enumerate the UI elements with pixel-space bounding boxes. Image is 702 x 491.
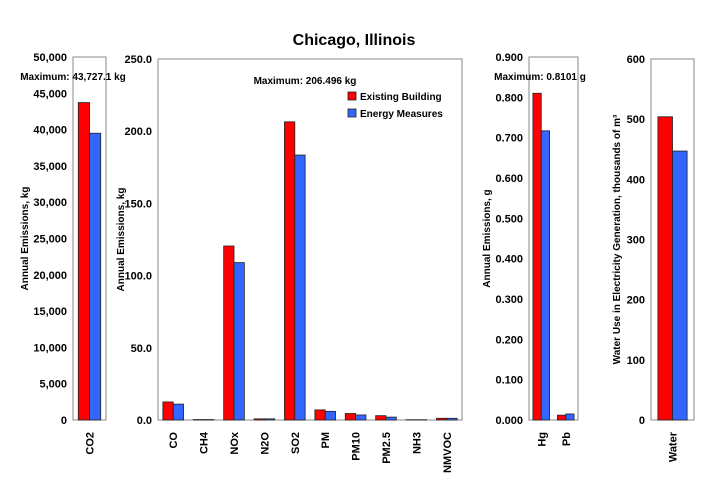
x-tick-label: PM10 <box>351 432 363 461</box>
plot-area <box>157 58 463 421</box>
y-tick-label: 200.0 <box>124 126 152 138</box>
max-annotation: Maximum: 206.496 kg <box>254 76 357 87</box>
bar-water-existing-building <box>657 116 673 421</box>
y-tick-label: 0.300 <box>495 294 523 306</box>
y-tick-label: 10,000 <box>33 342 67 354</box>
y-tick-label: 600 <box>627 54 645 66</box>
bar-pm-existing-building <box>314 409 326 421</box>
bar-co-existing-building <box>162 401 174 421</box>
bar-n2o-energy-measures <box>263 418 276 421</box>
y-tick-label: 0 <box>61 415 67 427</box>
legend-swatch <box>347 91 357 101</box>
y-axis-label: Water Use in Electricity Generation, tho… <box>612 114 623 364</box>
y-tick-label: 50,000 <box>33 52 67 64</box>
bar-pm10-existing-building <box>344 413 357 421</box>
y-tick-label: 30,000 <box>33 197 67 209</box>
y-tick-label: 400 <box>627 174 645 186</box>
bar-pm2.5-energy-measures <box>385 416 397 421</box>
x-tick-label: SO2 <box>290 432 302 454</box>
y-tick-label: 300 <box>627 235 645 247</box>
max-annotation: Maximum: 0.8101 g <box>494 72 586 83</box>
bar-nmvoc-existing-building <box>436 417 448 421</box>
bar-pb-existing-building <box>557 414 567 421</box>
y-tick-label: 0 <box>639 415 645 427</box>
y-tick-label: 150.0 <box>124 198 152 210</box>
legend-label: Existing Building <box>360 92 442 103</box>
y-tick-label: 0.000 <box>495 415 523 427</box>
y-tick-label: 500 <box>627 114 645 126</box>
y-tick-label: 0.400 <box>495 254 523 266</box>
y-tick-label: 50.0 <box>131 343 152 355</box>
x-tick-label: CO <box>168 432 180 449</box>
chart-title: Chicago, Illinois <box>293 32 416 49</box>
y-tick-label: 250.0 <box>124 54 152 66</box>
y-axis-label: Annual Emissions, kg <box>116 188 127 292</box>
bar-nmvoc-energy-measures <box>446 417 458 421</box>
y-tick-label: 0.800 <box>495 92 523 104</box>
bar-pb-energy-measures <box>565 413 575 421</box>
bar-hg-existing-building <box>532 92 542 421</box>
y-tick-label: 20,000 <box>33 270 67 282</box>
y-tick-label: 0.500 <box>495 213 523 225</box>
x-tick-label: NH3 <box>411 432 423 454</box>
y-tick-label: 100.0 <box>124 271 152 283</box>
x-tick-label: N2O <box>259 432 271 455</box>
x-tick-label: CH4 <box>199 431 211 454</box>
y-tick-label: 0.700 <box>495 133 523 145</box>
bar-pm2.5-existing-building <box>375 415 387 421</box>
bar-nox-existing-building <box>223 245 235 421</box>
x-tick-label: NMVOC <box>442 432 454 473</box>
bar-n2o-existing-building <box>253 418 265 421</box>
y-tick-label: 0.200 <box>495 334 523 346</box>
y-tick-label: 5,000 <box>39 379 67 391</box>
x-tick-label: Pb <box>561 432 573 446</box>
y-tick-label: 0.600 <box>495 173 523 185</box>
bar-co2-energy-measures <box>89 132 102 421</box>
x-tick-label: Water <box>668 431 680 462</box>
bar-co2-existing-building <box>77 102 90 421</box>
bar-so2-existing-building <box>284 121 296 421</box>
x-tick-label: Hg <box>536 432 548 447</box>
legend-swatch <box>347 108 357 118</box>
y-tick-label: 15,000 <box>33 306 67 318</box>
bar-pm-energy-measures <box>324 410 336 421</box>
y-axis-label: Annual Emissions, kg <box>20 187 31 291</box>
max-annotation: Maximum: 43,727.1 kg <box>20 72 126 83</box>
y-tick-label: 35,000 <box>33 161 67 173</box>
bar-pm10-energy-measures <box>355 414 367 421</box>
bar-water-energy-measures <box>672 150 688 421</box>
bar-hg-energy-measures <box>540 130 550 421</box>
y-tick-label: 0.0 <box>137 415 152 427</box>
y-tick-label: 0.100 <box>495 375 523 387</box>
y-tick-label: 25,000 <box>33 234 67 246</box>
y-tick-label: 0.900 <box>495 52 523 64</box>
y-tick-label: 200 <box>627 295 645 307</box>
bar-so2-energy-measures <box>294 154 306 421</box>
x-tick-label: PM2.5 <box>381 432 393 464</box>
y-tick-label: 45,000 <box>33 88 67 100</box>
y-tick-label: 40,000 <box>33 125 67 137</box>
bar-nox-energy-measures <box>233 262 245 421</box>
bar-co-energy-measures <box>172 403 184 421</box>
x-tick-label: PM <box>320 432 332 449</box>
legend-label: Energy Measures <box>360 109 443 120</box>
y-axis-label: Annual Emissions, g <box>482 189 493 287</box>
x-tick-label: CO2 <box>85 432 97 455</box>
y-tick-label: 100 <box>627 355 645 367</box>
x-tick-label: NOx <box>229 431 241 455</box>
